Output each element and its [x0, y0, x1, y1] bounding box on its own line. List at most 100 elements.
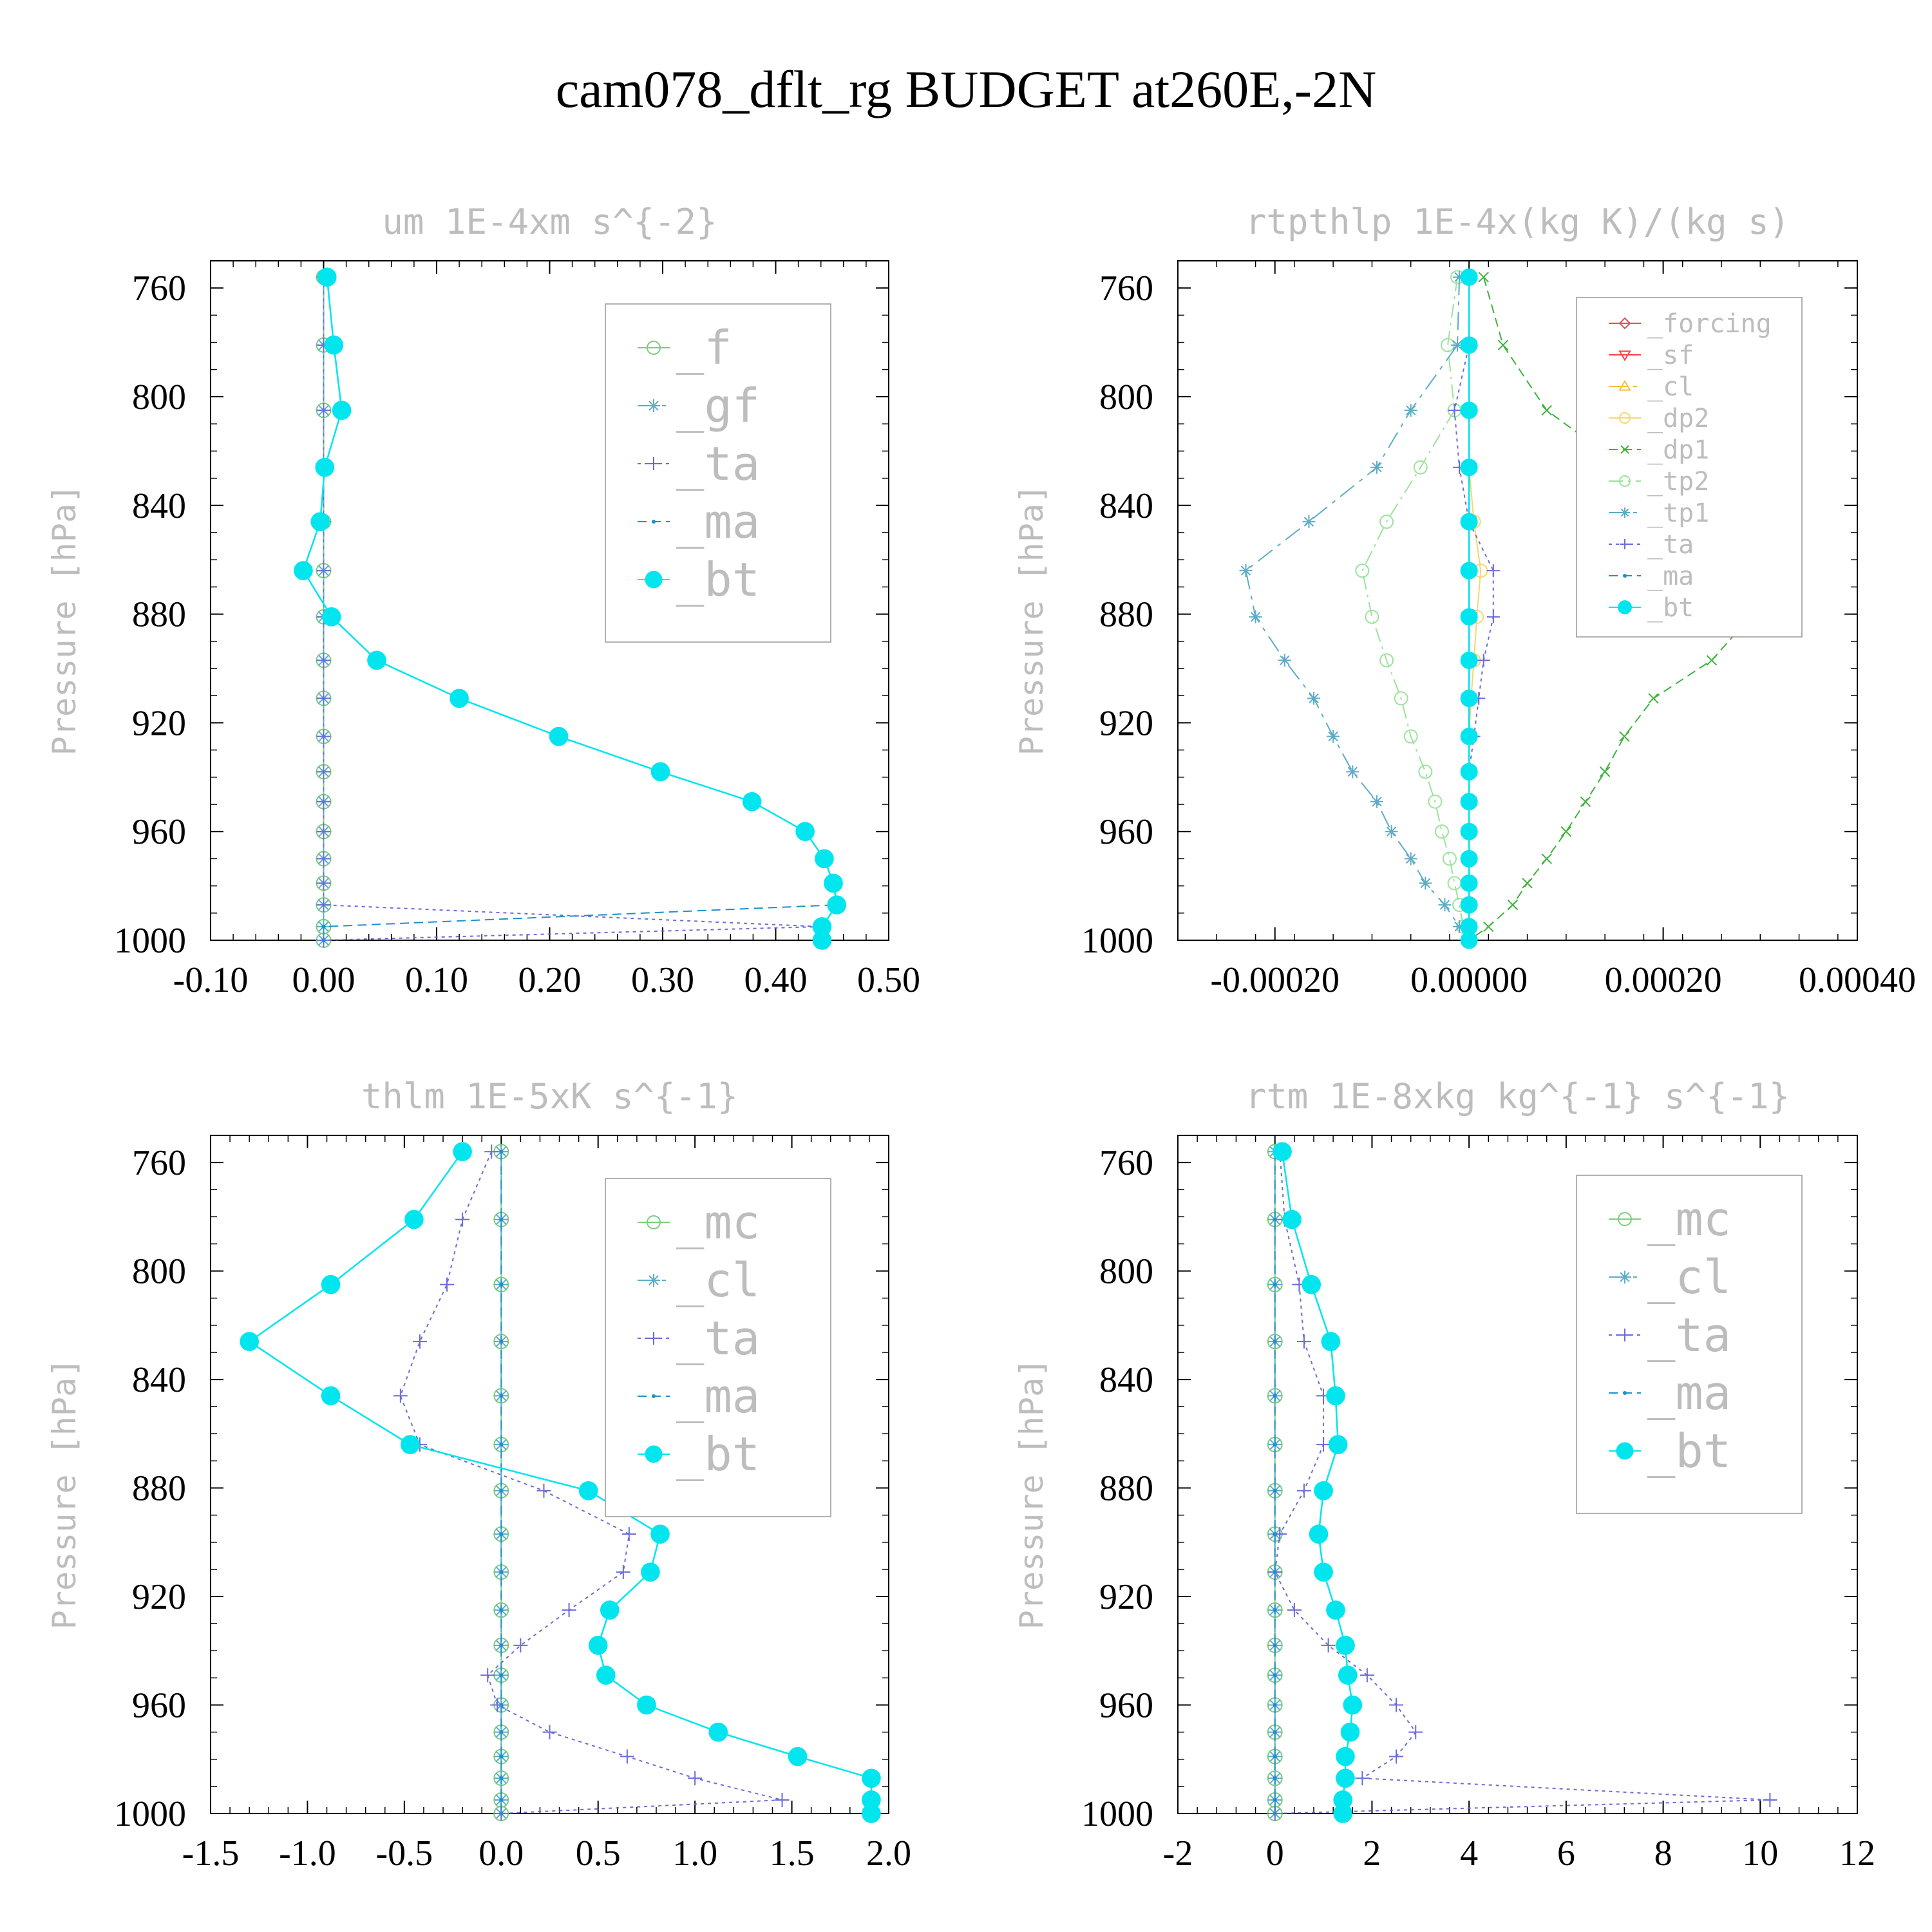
data-point [1394, 691, 1408, 706]
data-point [499, 1643, 504, 1647]
legend-item: _mc [1609, 1192, 1731, 1246]
legend-label: _tp1 [1647, 498, 1709, 528]
data-point [1273, 1532, 1277, 1537]
data-point [1273, 1797, 1277, 1802]
data-point [827, 895, 847, 914]
data-point [367, 650, 386, 670]
data-point [1359, 1668, 1374, 1683]
data-point [708, 1722, 728, 1742]
data-point [1287, 1603, 1302, 1618]
legend-label: _ma [1647, 562, 1694, 591]
data-point [1273, 1488, 1277, 1493]
data-point [1448, 404, 1461, 417]
data-point [1443, 851, 1457, 866]
x-tick-label: 0 [1266, 1833, 1284, 1873]
data-point [440, 1277, 455, 1292]
legend-label: _cl [1647, 372, 1694, 402]
data-point [499, 1776, 504, 1781]
data-point [499, 1754, 504, 1759]
data-point [1619, 731, 1630, 742]
y-tick-label: 920 [132, 703, 186, 743]
data-point [321, 607, 341, 627]
y-tick-label: 1000 [1081, 1794, 1153, 1834]
panel-title: thlm 1E-5xK s^{-1} [361, 1076, 738, 1117]
legend-item: _bt [1609, 593, 1694, 623]
y-tick-label: 880 [1099, 1469, 1153, 1509]
data-point [499, 1570, 504, 1575]
series-line [247, 1151, 873, 1814]
legend-label: _cl [676, 1253, 760, 1307]
legend-label: _ma [1647, 1366, 1731, 1420]
data-point [499, 1608, 504, 1613]
x-tick-label: 0.00 [292, 960, 355, 1000]
legend-item: _bt [638, 1427, 760, 1481]
y-tick-label: 960 [132, 812, 186, 852]
data-point [1478, 272, 1489, 283]
x-tick-label: 0.00040 [1799, 960, 1916, 1000]
legend-marker [647, 341, 661, 355]
data-point [1460, 822, 1478, 840]
y-tick-label: 880 [132, 1469, 186, 1509]
legend-item: _f [638, 321, 732, 375]
data-point [453, 1142, 472, 1162]
data-point [1599, 766, 1611, 777]
data-point [862, 1804, 881, 1823]
data-point [1404, 404, 1417, 417]
data-point [1336, 1636, 1355, 1655]
y-tick-label: 920 [1099, 1577, 1153, 1617]
data-point [1580, 796, 1591, 807]
data-point [620, 1749, 634, 1764]
series-tp1 [1239, 270, 1476, 947]
data-point [1486, 610, 1500, 623]
data-point [1296, 1483, 1311, 1498]
legend-marker [1618, 1329, 1631, 1341]
data-point [1314, 1481, 1333, 1501]
legend-marker [652, 1394, 656, 1398]
legend-marker [647, 457, 660, 470]
data-point [404, 1209, 424, 1229]
x-tick-label: 0.00020 [1605, 960, 1722, 1000]
legend-marker [1616, 1442, 1634, 1460]
legend-item: _ta [638, 437, 760, 491]
data-point [1249, 610, 1262, 623]
data-point [1560, 826, 1572, 837]
data-point [316, 898, 331, 913]
data-point [1403, 729, 1418, 744]
legend-marker [647, 1332, 660, 1345]
legend: _mc_cl_ta_ma_bt [1576, 1175, 1803, 1514]
data-point [1460, 401, 1478, 419]
legend-label: _ta [1647, 530, 1694, 560]
data-point [317, 267, 337, 287]
series-ta [1267, 1144, 1777, 1821]
x-tick-label: -2 [1163, 1833, 1193, 1873]
data-point [688, 1771, 703, 1786]
legend: _mc_cl_ta_ma_bt [605, 1178, 831, 1517]
y-tick-label: 760 [132, 269, 186, 308]
data-point [316, 729, 331, 744]
data-point [1648, 693, 1659, 704]
data-point [1327, 730, 1340, 743]
data-point [480, 1668, 495, 1683]
legend-marker [1623, 574, 1627, 578]
data-point [549, 726, 569, 746]
legend-item: _tp1 [1609, 498, 1709, 528]
legend-item: _tp2 [1609, 467, 1709, 497]
data-point [1477, 654, 1490, 667]
data-point [1453, 270, 1466, 284]
data-point [1389, 1749, 1404, 1764]
y-axis-label: Pressure [hPa] [46, 484, 83, 755]
data-point [1307, 692, 1320, 705]
legend-item: _ma [1609, 562, 1694, 591]
data-point [1273, 1142, 1292, 1162]
x-tick-label: 10 [1742, 1833, 1778, 1873]
y-tick-label: 960 [1099, 1686, 1153, 1726]
data-point [1460, 762, 1478, 781]
data-point [513, 1638, 528, 1653]
data-point [499, 1532, 504, 1537]
data-point [536, 1483, 551, 1498]
legend-item: _bt [638, 553, 760, 607]
chart-panel-3: thlm 1E-5xK s^{-1} Pressure [hPa] -1.5 -1.0… [46, 1076, 911, 1873]
y-tick-label: 800 [132, 377, 186, 417]
data-point [650, 762, 670, 782]
